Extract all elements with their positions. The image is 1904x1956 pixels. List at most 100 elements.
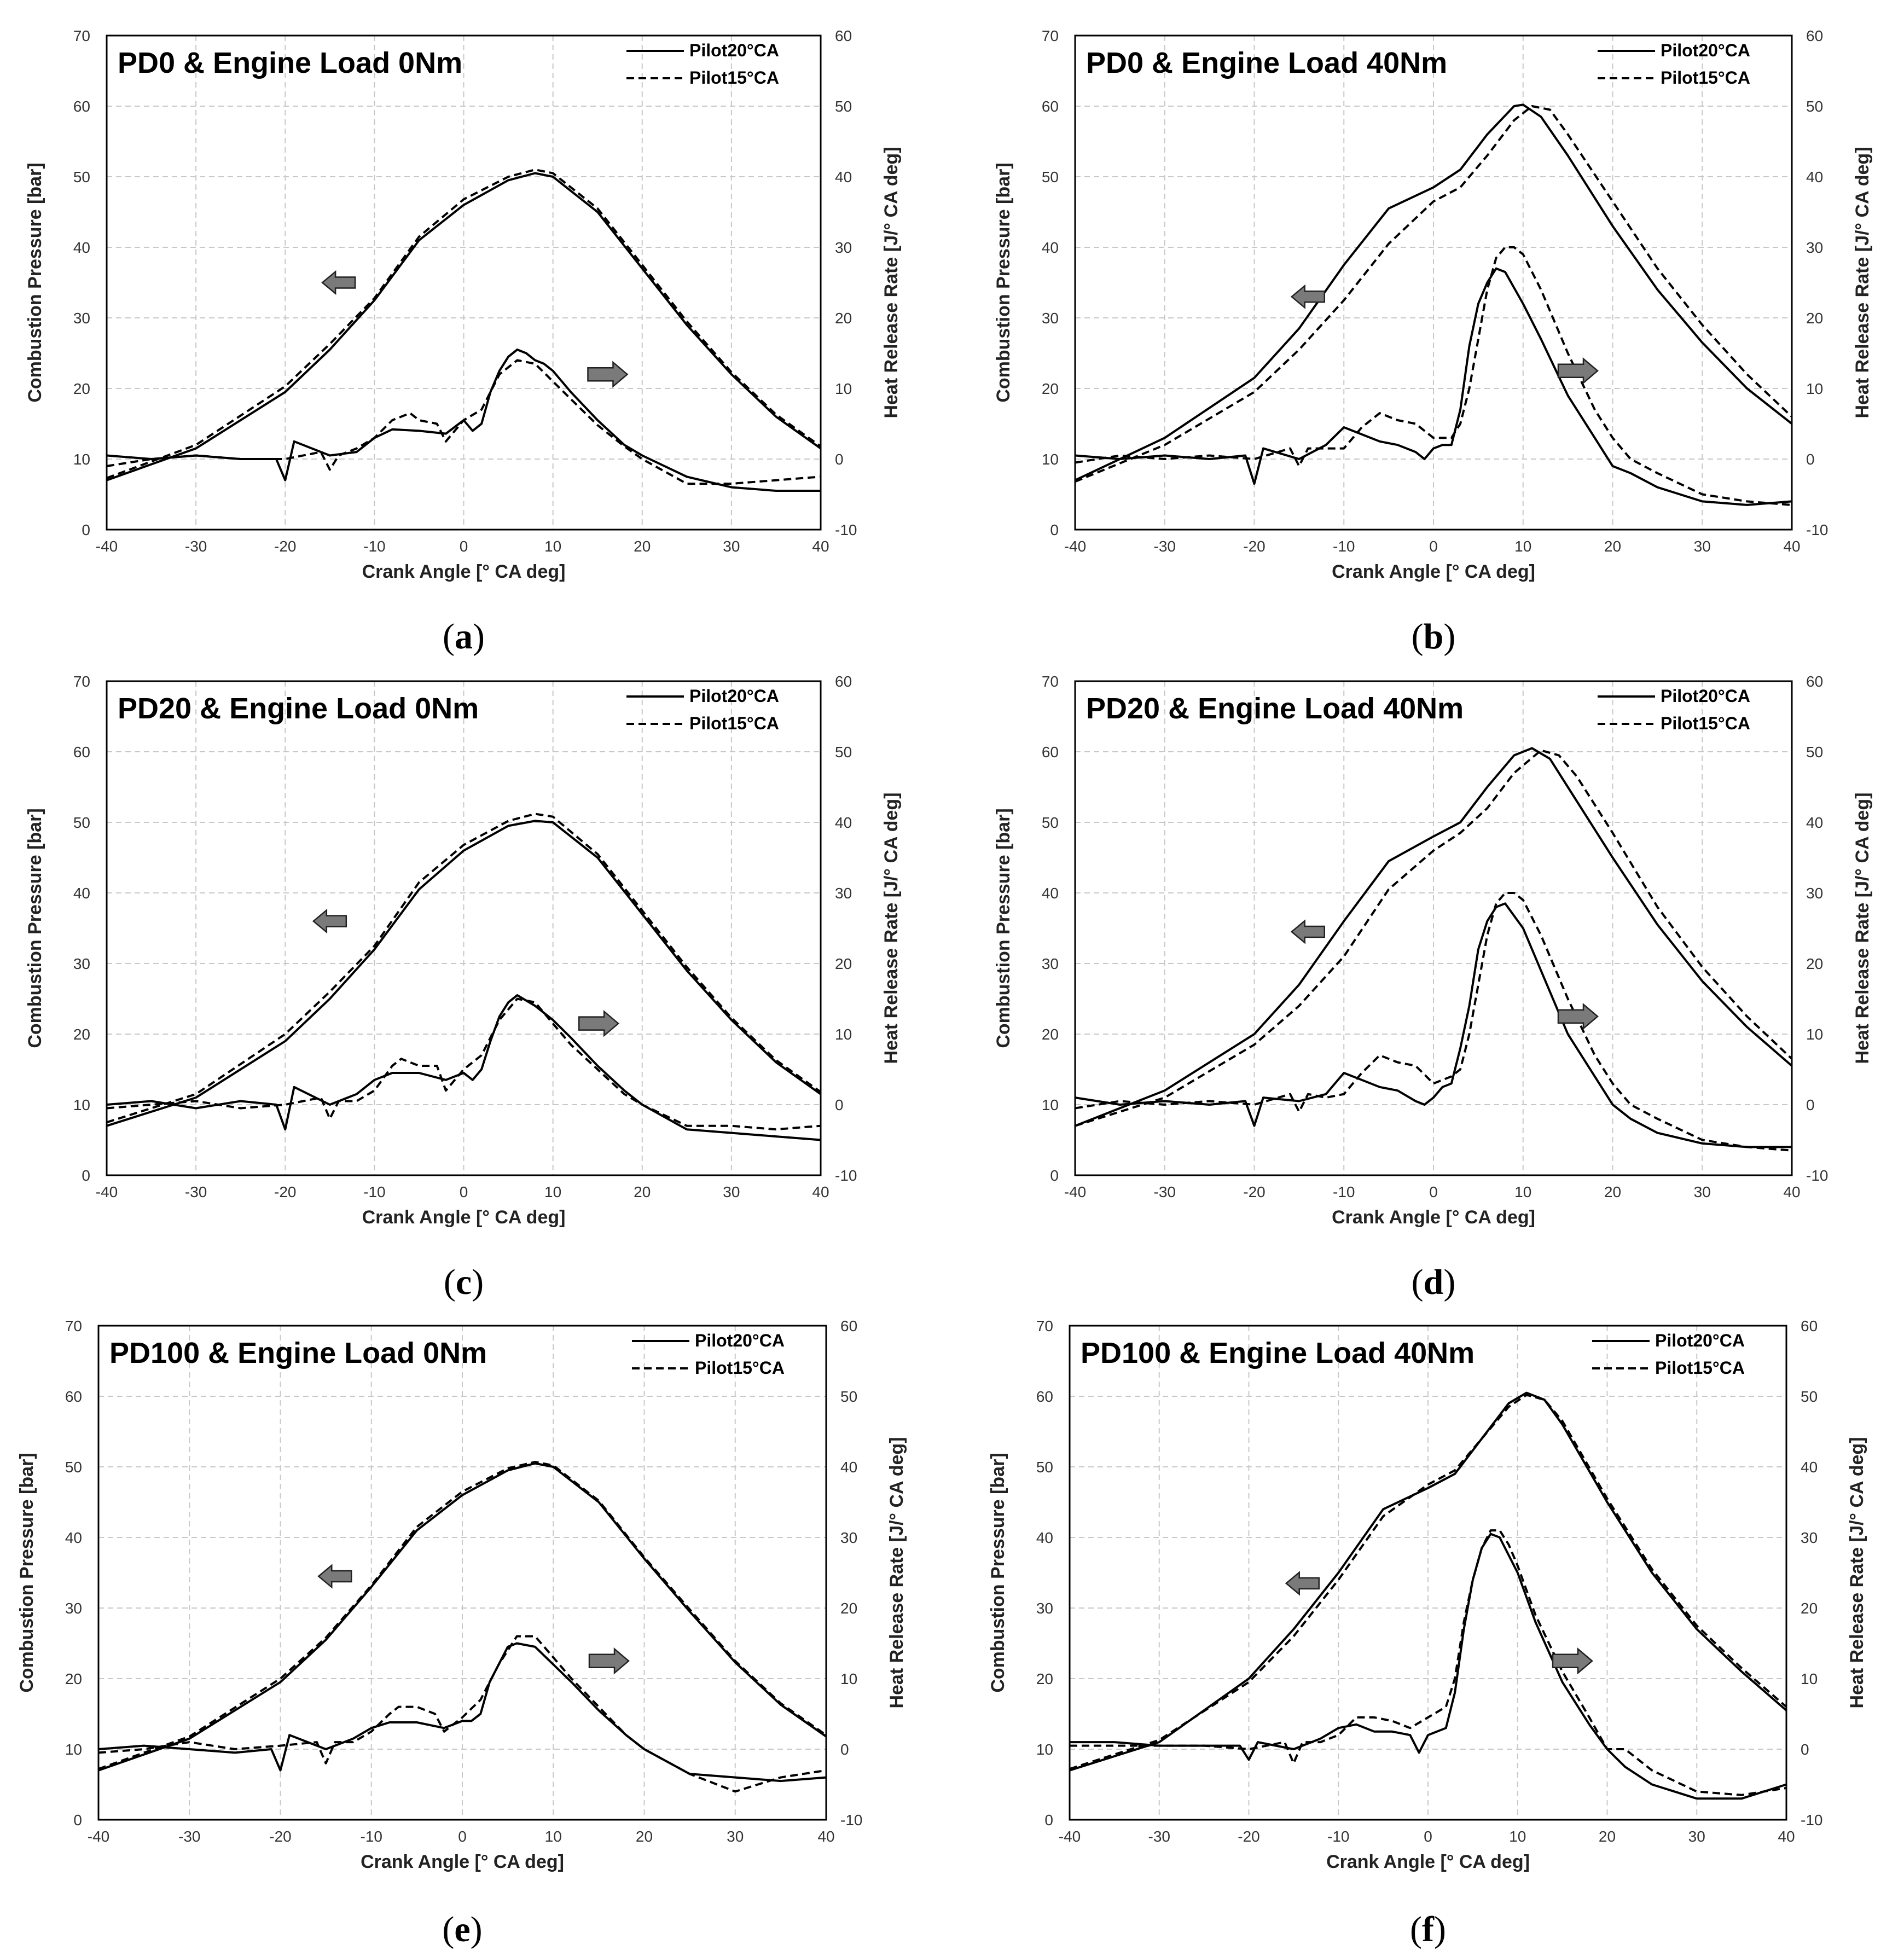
x-tick-label: -40 [96, 538, 118, 555]
y-tick-label: 20 [65, 1670, 82, 1687]
y2-tick-label: -10 [835, 1167, 857, 1184]
chart-panel-c: -40 -30 -20 -10 0 10 20 30 40 0 10 20 30 40 50 60 70 -10 0… [25, 673, 902, 1302]
series-line-heat-release-pilot15 [1075, 892, 1792, 1152]
legend-dashed-label: Pilot15°CA [689, 68, 779, 88]
y2-tick-label: 0 [1806, 1096, 1815, 1113]
y2-tick-label: -10 [1806, 521, 1828, 538]
y2-tick-label: 30 [1806, 885, 1823, 902]
y2-tick-label: 40 [835, 814, 852, 831]
y2-tick-label: 60 [840, 1317, 857, 1334]
y-tick-label: 40 [1042, 239, 1059, 256]
x-tick-label: 40 [1778, 1828, 1795, 1845]
x-tick-label: 0 [460, 538, 468, 555]
y2-tick-label: 50 [835, 744, 852, 761]
y2-tick-label: 10 [1801, 1670, 1818, 1687]
series-line-heat-release-pilot20 [1075, 267, 1792, 506]
y-axis-label: Combustion Pressure [bar] [25, 162, 45, 402]
y2-tick-label: 30 [840, 1529, 857, 1546]
y-tick-label: 0 [1050, 1167, 1059, 1184]
series-line-pressure-pilot20 [106, 820, 822, 1127]
y2-tick-label: 50 [1806, 98, 1823, 115]
y2-tick-label: 30 [1806, 239, 1823, 256]
x-tick-label: 10 [1509, 1828, 1526, 1845]
caption-paren-close: ) [473, 617, 485, 657]
series-line-heat-release-pilot15 [106, 997, 821, 1131]
series-line-heat-release-pilot20 [106, 994, 821, 1141]
x-tick-label: 20 [636, 1828, 653, 1845]
y2-tick-label: -10 [840, 1812, 862, 1829]
y-axis-label: Combustion Pressure [bar] [993, 808, 1014, 1048]
y-tick-label: 60 [73, 744, 90, 761]
y-tick-label: 0 [82, 521, 90, 538]
legend-dashed-label: Pilot15°CA [1661, 68, 1750, 88]
x-tick-label: -20 [274, 1183, 296, 1200]
y-tick-label: 30 [1042, 310, 1059, 327]
caption-paren-close: ) [1443, 1262, 1455, 1302]
legend-solid-label: Pilot20°CA [695, 1331, 785, 1350]
y-tick-label: 40 [65, 1529, 82, 1546]
caption-paren-open: ( [1412, 617, 1424, 657]
x-tick-label: 0 [1424, 1828, 1432, 1845]
y2-tick-label: 20 [835, 955, 852, 972]
x-tick-label: 20 [1604, 538, 1621, 555]
y2-tick-label: 60 [1801, 1317, 1818, 1334]
y2-tick-label: 40 [1801, 1459, 1818, 1476]
y-tick-label: 20 [73, 1026, 90, 1043]
y2-tick-label: 60 [835, 27, 852, 44]
series-line-pressure-pilot20 [1069, 1391, 1787, 1772]
panel-caption: (b) [1412, 617, 1456, 657]
plot-frame [1074, 34, 1793, 531]
y-tick-label: 10 [73, 451, 90, 468]
x-tick-label: -10 [363, 538, 385, 555]
right-axis-arrow-icon [578, 1009, 620, 1037]
y-tick-label: 40 [73, 885, 90, 902]
plot-frame [106, 34, 822, 531]
x-axis-label: Crank Angle [° CA deg] [1326, 1851, 1530, 1872]
panel-caption: (f) [1410, 1909, 1446, 1949]
x-tick-label: 0 [458, 1828, 467, 1845]
y-tick-label: 20 [1042, 1026, 1059, 1043]
y2-tick-label: 40 [840, 1459, 857, 1476]
y-tick-label: 30 [65, 1600, 82, 1617]
caption-paren-open: ( [443, 617, 455, 657]
y2-axis-label: Heat Release Rate [J/° CA deg] [886, 1437, 907, 1708]
x-tick-label: -30 [1148, 1828, 1170, 1845]
y-axis-label: Combustion Pressure [bar] [988, 1453, 1008, 1692]
series-line-pressure-pilot15 [106, 169, 822, 479]
x-tick-label: -20 [269, 1828, 291, 1845]
y-tick-label: 20 [73, 380, 90, 397]
y-tick-label: 70 [1042, 673, 1059, 690]
y-tick-label: 60 [1042, 98, 1059, 115]
y-tick-label: 70 [1036, 1317, 1053, 1334]
x-axis-label: Crank Angle [° CA deg] [1332, 561, 1535, 582]
y2-tick-label: 20 [835, 310, 852, 327]
x-tick-label: 0 [460, 1183, 468, 1200]
y-tick-label: 30 [1042, 955, 1059, 972]
x-tick-label: -10 [1333, 1183, 1355, 1200]
x-axis-label: Crank Angle [° CA deg] [362, 1207, 566, 1228]
y2-tick-label: 50 [840, 1388, 857, 1405]
x-tick-label: -40 [1064, 1183, 1086, 1200]
y-axis-label: Combustion Pressure [bar] [16, 1453, 37, 1692]
x-tick-label: 40 [817, 1828, 834, 1845]
x-tick-label: -30 [1154, 1183, 1176, 1200]
caption-letter: a [455, 617, 473, 657]
y-tick-label: 50 [65, 1459, 82, 1476]
y-tick-label: 70 [65, 1317, 82, 1334]
y2-tick-label: 20 [1806, 310, 1823, 327]
x-tick-label: -10 [361, 1828, 382, 1845]
y2-axis-label: Heat Release Rate [J/° CA deg] [881, 792, 902, 1064]
x-tick-label: 10 [1514, 538, 1531, 555]
y-axis-label: Combustion Pressure [bar] [25, 808, 45, 1048]
y-tick-label: 10 [65, 1741, 82, 1758]
x-tick-label: -30 [1154, 538, 1176, 555]
y-tick-label: 40 [1042, 885, 1059, 902]
y2-tick-label: 0 [835, 1096, 844, 1113]
series-line-pressure-pilot20 [1075, 103, 1793, 481]
left-axis-arrow-icon [312, 908, 347, 934]
series-line-heat-release-pilot20 [1070, 1533, 1787, 1800]
caption-paren-open: ( [1412, 1262, 1424, 1302]
y-tick-label: 70 [1042, 27, 1059, 44]
caption-paren-open: ( [444, 1262, 456, 1302]
y-axis-label: Combustion Pressure [bar] [993, 162, 1014, 402]
